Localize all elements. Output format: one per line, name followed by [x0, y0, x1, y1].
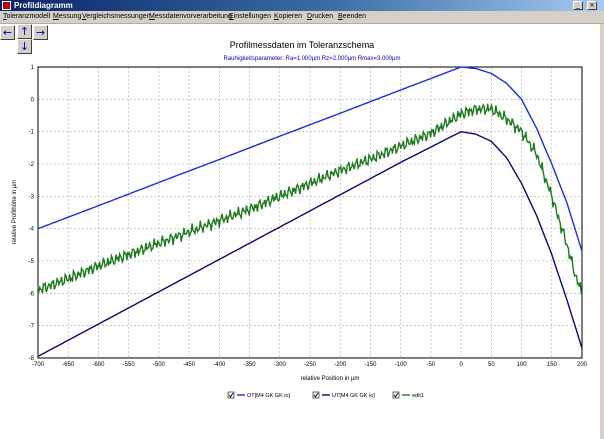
- y-tick-label: -2: [29, 162, 35, 168]
- legend-ut-check-icon: [313, 392, 319, 398]
- legend-edit1-checkbox: [392, 391, 400, 399]
- x-tick-labels: -700 -650 -600 -550 -500 -450 -400 -350 -300 -250…: [32, 362, 588, 368]
- window-edge: [600, 24, 604, 439]
- menu-bar: Toleranzmodell Messung Vergleichsmessung…: [0, 11, 604, 24]
- profile-chart: Profilmessdaten im Toleranzschema Rauhig…: [12, 40, 588, 399]
- x-tick-label: -600: [92, 362, 105, 368]
- x-tick-label: 200: [577, 362, 588, 368]
- edit1-line: [37, 102, 583, 297]
- pan-down-button[interactable]: ↓: [17, 39, 32, 54]
- pan-left-button[interactable]: ←: [0, 25, 15, 40]
- series-lines: [37, 66, 583, 358]
- legend-ot-checkbox: [227, 391, 235, 399]
- y-tick-label: -5: [29, 259, 35, 265]
- menu-messdatenvorverarbeitung[interactable]: Messdatenvorverarbeitung: [149, 13, 232, 20]
- pan-up-button[interactable]: ↑: [17, 24, 32, 39]
- menu-drucken[interactable]: Drucken: [307, 13, 334, 20]
- legend-ut-label: UT[M4 GK GK io]: [332, 393, 375, 399]
- x-tick-label: -550: [123, 362, 136, 368]
- ut-line: [37, 130, 583, 358]
- x-axis-label: relative Position in µm: [301, 376, 360, 382]
- menu-toleranzmodell[interactable]: Toleranzmodell: [3, 13, 51, 20]
- title-bar: Profildiagramm _ ×: [0, 0, 604, 11]
- menu-messung[interactable]: Messung: [53, 13, 82, 20]
- x-tick-label: 50: [488, 362, 495, 368]
- x-tick-label: -300: [274, 362, 287, 368]
- chart-grid: [37, 66, 583, 359]
- x-tick-label: 150: [547, 362, 558, 368]
- x-tick-label: -150: [364, 362, 377, 368]
- y-tick-label: -4: [29, 227, 35, 233]
- legend-ot-label: OT[M4 GK GK io]: [247, 393, 291, 399]
- ot-line: [37, 66, 583, 252]
- x-tick-label: -400: [213, 362, 226, 368]
- x-tick-label: -250: [304, 362, 317, 368]
- y-tick-label: -6: [29, 291, 35, 297]
- menu-kopieren[interactable]: Kopieren: [274, 13, 303, 20]
- y-tick-labels: 1 0 -1 -2 -3 -4 -5 -6 -7 -8: [29, 65, 35, 362]
- x-tick-label: 100: [517, 362, 528, 368]
- x-tick-label: -350: [244, 362, 257, 368]
- menu-beenden[interactable]: Beenden: [338, 13, 367, 20]
- pan-right-button[interactable]: →: [33, 25, 48, 40]
- x-tick-label: -50: [427, 362, 436, 368]
- plot-area: [0, 24, 600, 439]
- y-axis-label: relative Profilhöhe in µm: [12, 180, 18, 245]
- plot-frame: [37, 66, 583, 359]
- y-tick-label: -1: [29, 130, 35, 136]
- chart-legend: OT[M4 GK GK io] UT[M4 GK GK io] edit1: [227, 391, 424, 399]
- y-tick-label: 0: [31, 97, 35, 103]
- legend-edit1-label: edit1: [412, 393, 424, 399]
- x-tick-label: -100: [395, 362, 408, 368]
- menu-vergleichsmessungen[interactable]: Vergleichsmessungen: [82, 13, 151, 20]
- legend-ot-check-icon: [228, 392, 234, 398]
- y-tick-label: -7: [29, 324, 35, 330]
- x-tick-label: -450: [183, 362, 196, 368]
- close-button[interactable]: ×: [587, 1, 597, 10]
- x-tick-label: -700: [32, 362, 45, 368]
- menu-einstellungen[interactable]: Einstellungen: [229, 13, 272, 20]
- x-tick-label: 0: [459, 362, 463, 368]
- y-tick-label: -3: [29, 194, 35, 200]
- x-tick-label: -200: [334, 362, 347, 368]
- legend-edit1-check-icon: [393, 392, 399, 398]
- window-title: Profildiagramm: [14, 1, 73, 10]
- chart-subtitle: Rauhigkeitsparameter: Ra=1.000µm Rz=2.00…: [224, 56, 401, 62]
- y-tick-label: -8: [29, 356, 35, 362]
- y-tick-label: 1: [31, 65, 35, 71]
- chart-title: Profilmessdaten im Toleranzschema: [230, 40, 374, 50]
- x-tick-label: -500: [153, 362, 166, 368]
- app-icon: [2, 1, 11, 10]
- minimize-button[interactable]: _: [573, 1, 583, 10]
- x-tick-label: -650: [62, 362, 75, 368]
- legend-ut-checkbox: [312, 391, 320, 399]
